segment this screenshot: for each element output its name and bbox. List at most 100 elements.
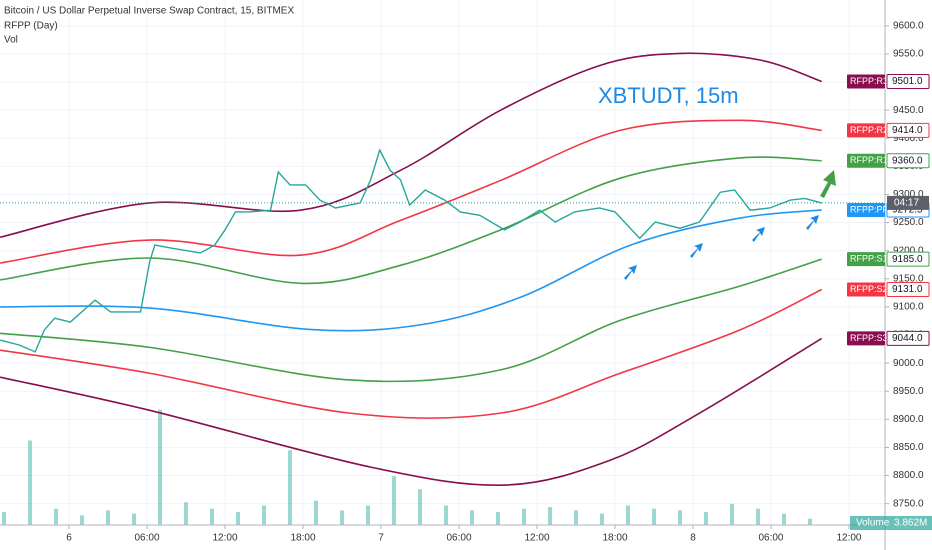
volume-bar [496, 512, 501, 525]
arrow [806, 215, 819, 230]
volume-bar [2, 512, 7, 525]
volume-bar [444, 505, 449, 525]
legend-label: RFPP:S3 [850, 333, 888, 343]
annotation: XBTUDT, 15m [598, 83, 739, 108]
y-tick-label: 9300.0 [893, 189, 924, 200]
legend-label: RFPP:PP [850, 204, 889, 214]
volume-bar [366, 505, 371, 525]
volume-bar [548, 507, 553, 525]
y-tick-label: 9550.0 [893, 49, 924, 60]
x-tick-label: 18:00 [291, 533, 316, 544]
value-label: 9272.5 [892, 205, 923, 216]
pivot-line [0, 209, 822, 332]
volume-layer [2, 409, 812, 525]
value-label: 9044.0 [892, 333, 923, 344]
axes: 8750.08800.08850.08900.08950.09000.09050… [66, 20, 932, 544]
value-label: 9414.0 [892, 125, 923, 136]
volume-bar [470, 510, 475, 525]
volume-bar [184, 502, 189, 525]
countdown-tag [887, 195, 929, 210]
value-label: 9185.0 [892, 254, 923, 265]
value-tag [886, 74, 930, 90]
pivot-line [0, 288, 823, 419]
value-tag [886, 153, 930, 169]
legend-label: RFPP:R3 [850, 76, 888, 86]
x-tick-label: 7 [378, 533, 384, 544]
x-tick-label: 6 [66, 533, 72, 544]
volume-bar [522, 508, 527, 525]
volume-bar [210, 508, 215, 525]
pivot-line [0, 119, 822, 264]
value-tag [886, 330, 930, 346]
value-label: 9360.0 [892, 155, 923, 166]
volume-bar [314, 500, 319, 525]
x-tick-label: 8 [690, 533, 696, 544]
volume-bar [28, 440, 33, 525]
series-tag [847, 74, 885, 89]
volume-bar [781, 513, 786, 525]
series-tag [847, 202, 885, 217]
y-tick-label: 8900.0 [893, 414, 924, 425]
x-tick-label: 06:00 [758, 533, 783, 544]
arrow [624, 265, 637, 280]
volume-bar [652, 508, 657, 525]
volume-bar [288, 450, 293, 525]
value-tag [886, 281, 930, 297]
arrow [752, 227, 765, 242]
value-tag [886, 122, 930, 138]
indicator-label: Vol [4, 35, 18, 46]
arrow [690, 243, 703, 258]
y-tick-label: 8850.0 [893, 442, 924, 453]
y-tick-label: 9600.0 [893, 20, 924, 31]
volume-bar [392, 476, 397, 525]
pivot-line [0, 52, 822, 238]
volume-bar [340, 510, 345, 525]
pivot-line [0, 258, 822, 383]
legend-label: RFPP:R2 [850, 125, 888, 135]
value-tag [886, 251, 930, 267]
countdown: 04:17 [894, 198, 919, 209]
volume-bar [106, 510, 111, 525]
y-tick-label: 8950.0 [893, 386, 924, 397]
series-tag [847, 252, 885, 267]
volume-bar [158, 409, 163, 525]
y-tick-label: 9250.0 [893, 217, 924, 228]
volume-bar [80, 515, 85, 525]
volume-value: 3.862M [894, 518, 927, 529]
x-tick-label: 06:00 [135, 533, 160, 544]
chart-title: Bitcoin / US Dollar Perpetual Inverse Sw… [4, 6, 294, 17]
volume-tag [850, 516, 932, 530]
arrows [624, 170, 836, 280]
legend-label: RFPP:R1 [850, 155, 888, 165]
pivot-line [0, 337, 823, 487]
series-tag [847, 153, 885, 168]
x-tick-label: 12:00 [836, 533, 861, 544]
price-line [0, 148, 822, 353]
volume-bar [262, 505, 267, 525]
y-tick-label: 9100.0 [893, 302, 924, 313]
value-label: 9131.0 [892, 284, 923, 295]
legend-label: RFPP:S2 [850, 284, 888, 294]
legend-label: RFPP:S1 [850, 254, 888, 264]
indicator-label: RFPP (Day) [4, 21, 58, 32]
value-label: 9501.0 [892, 76, 923, 87]
y-tick-label: 9150.0 [893, 273, 924, 284]
volume-bar [626, 505, 631, 525]
volume-bar [54, 508, 59, 525]
y-tick-label: 9200.0 [893, 245, 924, 256]
volume-bar [574, 510, 579, 525]
y-tick-label: 9000.0 [893, 358, 924, 369]
series-tag [847, 331, 885, 346]
y-tick-label: 8750.0 [893, 498, 924, 509]
volume-bar [600, 513, 605, 525]
x-tick-label: 06:00 [446, 533, 471, 544]
volume-bar [703, 512, 708, 525]
series-tag [847, 282, 885, 297]
volume-name: Volume [856, 518, 890, 529]
volume-bar [236, 512, 241, 525]
x-tick-label: 18:00 [602, 533, 627, 544]
x-tick-label: 12:00 [213, 533, 238, 544]
volume-bar [677, 510, 682, 525]
volume-bar [132, 513, 137, 525]
